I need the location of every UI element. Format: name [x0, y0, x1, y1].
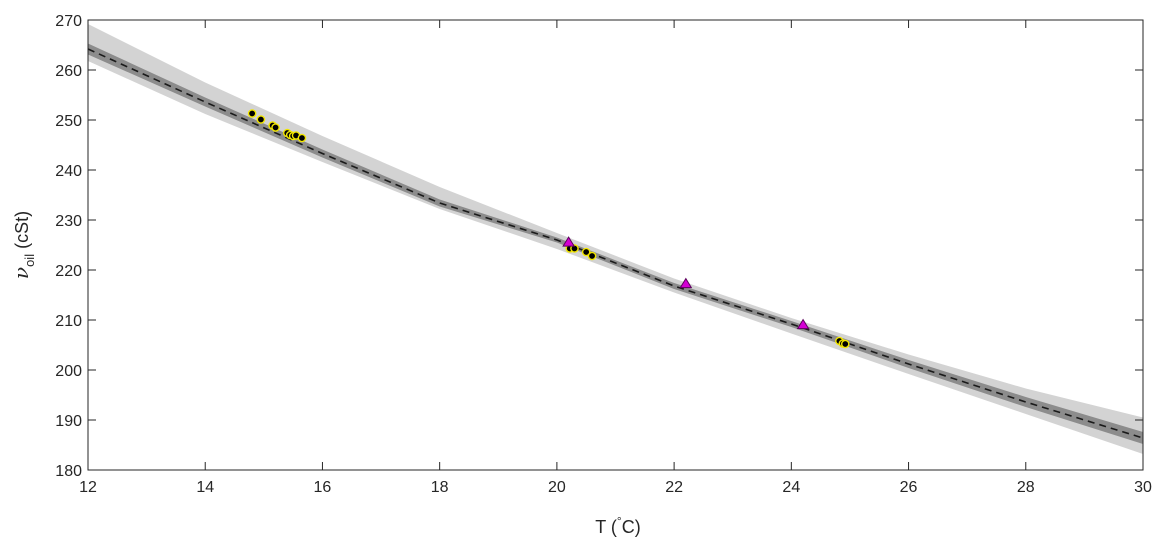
x-tick-label: 18 — [431, 479, 449, 496]
x-tick-label: 20 — [548, 479, 566, 496]
y-tick-label: 220 — [55, 263, 82, 280]
x-tick-label: 14 — [196, 479, 214, 496]
inner-confidence-band — [88, 43, 1143, 444]
x-tick-label: 26 — [900, 479, 918, 496]
data-point-circle — [840, 339, 850, 349]
fit-line — [88, 48, 1143, 439]
y-tick-label: 190 — [55, 413, 82, 430]
x-tick-label: 16 — [314, 479, 332, 496]
data-point-triangle — [796, 318, 810, 330]
data-point-circle — [581, 247, 591, 257]
y-axis: 180 190 200 210 220 230 240 250 260 270 — [55, 13, 1143, 480]
plot-frame — [87, 19, 1144, 471]
y-axis-label-sub: oil — [22, 254, 37, 267]
y-tick-label: 270 — [55, 13, 82, 30]
x-axis-label-suffix: C) — [622, 517, 641, 537]
data-points — [247, 109, 850, 349]
y-axis-label-symbol: ν — [9, 267, 33, 279]
y-axis-label: νoil (cSt) — [9, 211, 37, 279]
data-point-circle — [256, 115, 266, 124]
x-tick-label: 28 — [1017, 479, 1035, 496]
y-tick-label: 240 — [55, 163, 82, 180]
outer-confidence-band — [88, 24, 1143, 454]
y-tick-label: 180 — [55, 463, 82, 480]
x-axis-label: T (°C) — [595, 514, 640, 537]
data-point-circle — [297, 133, 307, 143]
y-axis-label-suffix: (cSt) — [12, 211, 32, 254]
data-point-circle — [587, 251, 597, 261]
y-tick-label: 260 — [55, 63, 82, 80]
x-tick-label: 30 — [1134, 479, 1152, 496]
confidence-bands — [88, 24, 1143, 454]
data-point-triangle — [562, 236, 576, 247]
x-axis: 12 14 16 18 20 22 24 26 28 30 — [79, 20, 1152, 496]
data-point-circle — [271, 123, 280, 132]
y-tick-label: 230 — [55, 213, 82, 230]
fit-line-group — [88, 48, 1143, 439]
x-tick-label: 22 — [665, 479, 683, 496]
x-tick-label: 12 — [79, 479, 97, 496]
data-point-triangle — [679, 277, 693, 289]
x-axis-label-degree: ° — [617, 514, 622, 528]
x-axis-label-prefix: T ( — [595, 517, 617, 537]
data-point-circle — [247, 109, 257, 118]
x-tick-label: 24 — [782, 479, 800, 496]
y-tick-label: 200 — [55, 363, 82, 380]
data-point-circle — [570, 244, 579, 253]
y-tick-label: 250 — [55, 113, 82, 130]
y-tick-label: 210 — [55, 313, 82, 330]
